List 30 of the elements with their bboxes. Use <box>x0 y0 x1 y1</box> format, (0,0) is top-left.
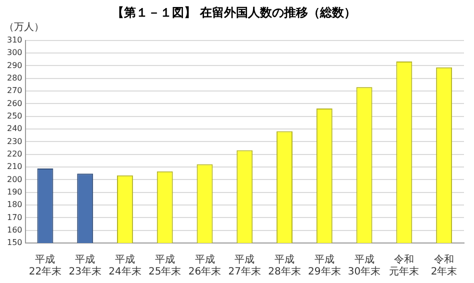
x-tick-label: 平成30年末 <box>348 254 381 278</box>
y-tick-label: 310 <box>6 35 22 44</box>
y-tick-label: 170 <box>6 212 22 222</box>
y-tick-label: 300 <box>6 48 22 58</box>
y-tick-label: 210 <box>6 162 22 172</box>
x-tick-label: 平成28年末 <box>268 254 301 278</box>
y-tick-label: 220 <box>6 149 22 158</box>
y-tick-label: 260 <box>6 98 22 108</box>
x-tick-label: 平成24年末 <box>108 254 142 278</box>
y-tick-label: 250 <box>6 111 22 120</box>
x-tick-label: 令和2年末 <box>430 254 458 278</box>
x-tick-label: 平成27年末 <box>228 254 261 278</box>
x-tick-label: 令和元年末 <box>389 254 420 278</box>
y-tick-label: 190 <box>6 187 22 196</box>
y-tick-label: 150 <box>6 238 22 248</box>
y-tick-label: 280 <box>6 73 22 82</box>
y-axis-title: （万人） <box>4 22 44 33</box>
x-tick-label: 平成25年末 <box>148 254 182 278</box>
x-tick-label: 平成26年末 <box>188 254 222 278</box>
y-tick-label: 230 <box>6 136 22 146</box>
y-tick-label: 240 <box>6 124 22 134</box>
x-tick-label: 平成22年末 <box>28 254 62 278</box>
chart-title: 【第１－１図】 在留外国人数の推移（総数） <box>112 5 356 20</box>
y-tick-label: 290 <box>6 60 22 70</box>
x-tick-label: 平成23年末 <box>68 254 102 278</box>
x-tick-label: 平成29年末 <box>308 254 341 278</box>
y-tick-label: 270 <box>6 86 22 96</box>
y-tick-label: 160 <box>6 225 22 234</box>
y-tick-label: 180 <box>6 200 22 210</box>
y-tick-label: 200 <box>6 174 22 184</box>
